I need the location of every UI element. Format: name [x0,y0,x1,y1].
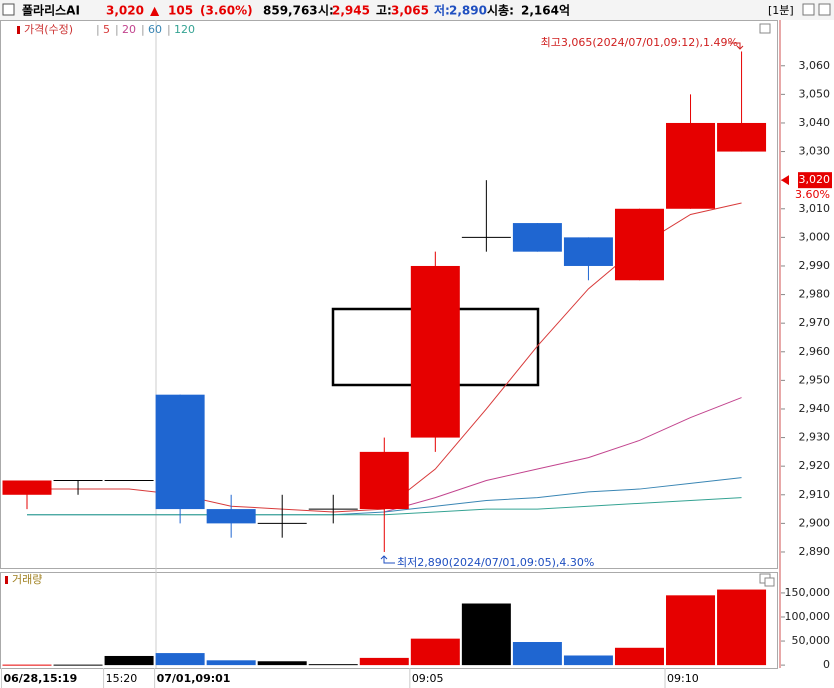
window-button[interactable] [818,3,831,16]
change-rate: (3.60%) [200,4,253,18]
high-label: 고: [376,4,392,18]
candle-body [614,208,664,281]
price-panel [0,20,778,569]
legend-label: 가격(수정) [24,23,73,36]
window-button[interactable] [802,3,815,16]
price-tag-label: 3,020 [799,173,831,186]
volume-panel [0,572,778,669]
y-tick-label: 0 [823,658,830,671]
volume-bar [359,657,409,666]
y-tick-label: 2,980 [799,288,831,301]
volume-bar [308,664,358,666]
x-tick-label: 06/28,15:19 [4,672,78,685]
volume-bar [563,655,613,666]
volume-bar [410,638,460,666]
x-tick-label: 09:05 [412,672,444,685]
legend-sep: | [167,23,171,36]
volume-bar [206,660,256,666]
candle-body [359,451,409,510]
y-tick-label: 2,890 [799,545,831,558]
legend-label: 5 [103,23,110,36]
y-tick-label: 3,000 [799,230,831,243]
candle-body [666,122,716,209]
candle-body [410,265,460,438]
high-annotation: 최고3,065(2024/07/01,09:12),1.49% [541,36,738,49]
panel-button[interactable] [759,23,771,34]
price: 3,020 [106,4,144,18]
volume-bar [53,664,103,666]
y-tick-label: 3,050 [799,87,831,100]
volume-bar [2,664,52,666]
volume-bar [614,647,664,666]
high: 3,065 [391,4,429,18]
volume: 859,763 [263,4,318,18]
legend-sep: | [115,23,119,36]
legend-label: 60 [148,23,162,36]
low: 2,890 [449,4,487,18]
candle-body [563,237,613,266]
open: 2,945 [332,4,370,18]
y-tick-label: 2,990 [799,259,831,272]
legend-label: 120 [174,23,195,36]
open-label: 시: [318,4,334,18]
legend-marker [17,26,20,34]
volume-bar [512,642,562,666]
interval[interactable]: [1분] [768,4,794,17]
low-label: 저: [434,3,450,18]
checkbox[interactable] [2,3,15,16]
y-tick-label: 3,030 [799,145,831,158]
candle-body [717,122,767,152]
volume-bar [257,661,307,666]
legend-marker [5,576,8,584]
legend-sep: | [96,23,100,36]
y-tick-label: 2,940 [799,402,831,415]
legend-label: 거래량 [12,573,42,586]
change-sign: ▲ [150,4,160,18]
legend-sep: | [141,23,145,36]
price-pointer [781,175,789,186]
x-tick-label: 09:10 [667,672,699,685]
y-tick-label: 3,040 [799,116,831,129]
mcap: 2,164억 [521,4,570,18]
low-annotation: 최저2,890(2024/07/01,09:05),4.30% [397,556,594,569]
candle-body [155,394,205,510]
volume-bar [104,655,154,666]
volume-bar [461,603,511,666]
volume-bar [155,653,205,666]
annotation-arrow [728,42,744,50]
change: 105 [168,4,193,18]
legend-label: 20 [122,23,136,36]
y-tick-label: 2,950 [799,373,831,386]
y-tick-label: 2,920 [799,459,831,472]
annotation-arrow [380,555,395,564]
y-tick-label: 2,960 [799,345,831,358]
mcap-label: 시총: [487,3,514,18]
y-tick-label: 50,000 [792,634,831,647]
candle-body [512,223,562,252]
price-tag-change: 3.60% [795,188,830,201]
price-tag [798,172,832,189]
candle-body [206,509,256,524]
y-tick-label: 3,060 [799,59,831,72]
y-tick-label: 3,010 [799,202,831,215]
y-tick-label: 2,910 [799,488,831,501]
x-tick-label: 15:20 [106,672,138,685]
y-tick-label: 2,900 [799,516,831,529]
moving-average [384,397,742,513]
y-tick-label: 2,970 [799,316,831,329]
panel-button[interactable] [764,577,775,587]
x-tick-label: 07/01,09:01 [157,672,231,685]
stock-name: 폴라리스AI [22,3,80,18]
y-tick-label: 2,930 [799,431,831,444]
y-tick-label: 150,000 [785,586,831,599]
y-tick-label: 100,000 [785,610,831,623]
header-bar [0,0,834,20]
candle-body [2,480,52,495]
volume-bar [666,595,716,666]
volume-bar [717,589,767,666]
